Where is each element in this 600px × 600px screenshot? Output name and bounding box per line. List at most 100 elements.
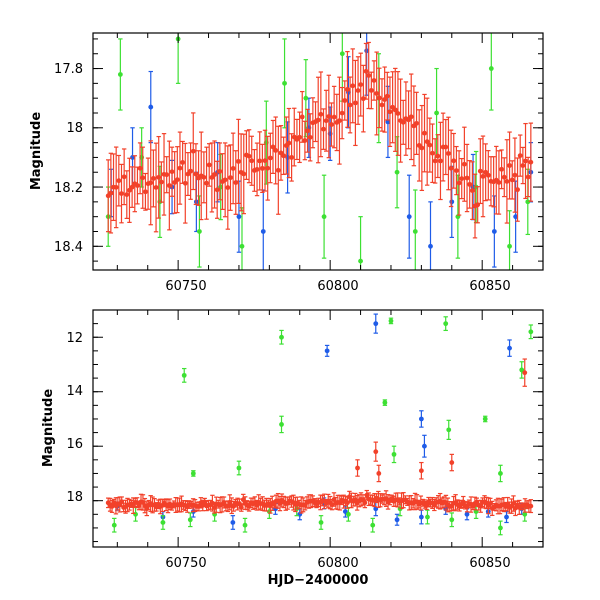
- top-red-point: [456, 150, 462, 216]
- top-red-point: [329, 102, 334, 147]
- top-red-point: [464, 143, 470, 213]
- bottom-green-point: [519, 361, 525, 379]
- bottom-red-point: [449, 453, 455, 472]
- top-red-point: [345, 51, 350, 128]
- bottom-red-point: [202, 497, 208, 507]
- top-blue-point: [260, 189, 266, 270]
- top-red-point: [153, 142, 159, 233]
- top-red-point: [414, 91, 419, 156]
- top-red-point: [230, 132, 236, 205]
- top-green-point: [282, 38, 287, 129]
- bottom-red-point: [418, 461, 424, 480]
- top-red-point: [459, 157, 465, 200]
- top-red-point: [337, 76, 342, 165]
- top-blue-point: [148, 70, 154, 144]
- top-red-point: [177, 131, 183, 205]
- top-red-point: [132, 155, 138, 213]
- top-red-point: [241, 133, 247, 215]
- top-red-point: [512, 137, 518, 213]
- top-red-point: [129, 166, 135, 208]
- top-red-point: [182, 142, 188, 224]
- bottom-green-point: [388, 317, 394, 325]
- top-red-point: [435, 134, 441, 179]
- bottom-green-point: [449, 512, 455, 528]
- bottom-green-point: [391, 445, 397, 464]
- top-red-point: [427, 117, 433, 173]
- top-red-point: [355, 56, 361, 125]
- top-red-point: [265, 135, 271, 201]
- top-red-point: [368, 71, 374, 110]
- bottom-red-point: [355, 459, 360, 477]
- top-green-point: [507, 210, 512, 270]
- top-red-point: [438, 121, 443, 201]
- top-y-tick-label: 18: [66, 121, 83, 136]
- top-red-point: [467, 160, 473, 209]
- top-red-point: [321, 108, 326, 150]
- top-red-point: [485, 150, 491, 201]
- top-red-point: [501, 157, 507, 198]
- top-red-point: [174, 146, 180, 214]
- top-red-point: [135, 166, 140, 205]
- top-red-point: [469, 161, 475, 220]
- top-green-point: [239, 207, 245, 270]
- top-red-point: [233, 150, 239, 215]
- top-panel-frame: [92, 32, 544, 271]
- top-red-point: [517, 134, 523, 177]
- bottom-green-point: [111, 517, 117, 533]
- top-red-point: [267, 132, 273, 184]
- top-blue-point: [428, 201, 433, 270]
- top-red-point: [419, 104, 425, 192]
- top-red-point: [496, 150, 502, 215]
- top-red-point: [297, 111, 302, 164]
- top-red-point: [331, 85, 337, 149]
- bottom-blue-point: [324, 344, 330, 357]
- bottom-blue-point: [418, 410, 424, 428]
- top-red-point: [477, 138, 483, 205]
- bottom-x-tick-label: 60750: [165, 556, 206, 571]
- top-red-point: [384, 71, 390, 121]
- bottom-green-point: [382, 399, 388, 406]
- top-green-point: [488, 33, 494, 111]
- top-red-point: [509, 160, 515, 200]
- bottom-blue-point: [418, 509, 424, 525]
- top-red-point: [422, 93, 427, 173]
- bottom-x-tick-label: 60800: [317, 556, 358, 571]
- top-red-point: [360, 64, 366, 133]
- top-red-point: [161, 133, 167, 216]
- top-red-point: [448, 129, 454, 208]
- top-red-point: [374, 51, 380, 136]
- top-red-point: [185, 152, 191, 197]
- top-red-point: [515, 157, 520, 222]
- top-red-point: [105, 159, 111, 233]
- top-y-tick-label: 18.2: [54, 181, 83, 196]
- bottom-red-point: [522, 358, 528, 387]
- bottom-y-axis-title: Magnitude: [41, 389, 56, 468]
- top-red-point: [116, 154, 122, 207]
- bottom-green-point: [443, 316, 449, 332]
- top-red-point: [313, 101, 318, 143]
- top-red-point: [350, 48, 356, 124]
- top-red-point: [254, 142, 260, 197]
- top-red-point: [307, 113, 313, 162]
- top-red-point: [257, 131, 263, 191]
- bottom-panel-frame: [92, 309, 544, 548]
- bottom-red-point: [501, 497, 507, 513]
- top-red-point: [209, 142, 215, 213]
- top-green-point: [321, 174, 327, 259]
- top-blue-point: [406, 174, 412, 259]
- top-red-point: [392, 67, 398, 152]
- top-red-point: [342, 80, 348, 121]
- top-red-point: [275, 125, 281, 215]
- top-red-point: [376, 67, 382, 129]
- bottom-blue-point: [422, 434, 427, 458]
- top-red-point: [214, 160, 220, 219]
- bottom-green-point: [190, 470, 196, 477]
- top-red-point: [326, 74, 332, 159]
- top-red-point: [127, 157, 132, 223]
- top-red-point: [188, 142, 194, 200]
- top-red-point: [119, 163, 124, 224]
- top-red-point: [108, 152, 114, 234]
- top-green-point: [197, 195, 202, 268]
- top-red-point: [121, 148, 127, 206]
- top-red-point: [339, 86, 345, 140]
